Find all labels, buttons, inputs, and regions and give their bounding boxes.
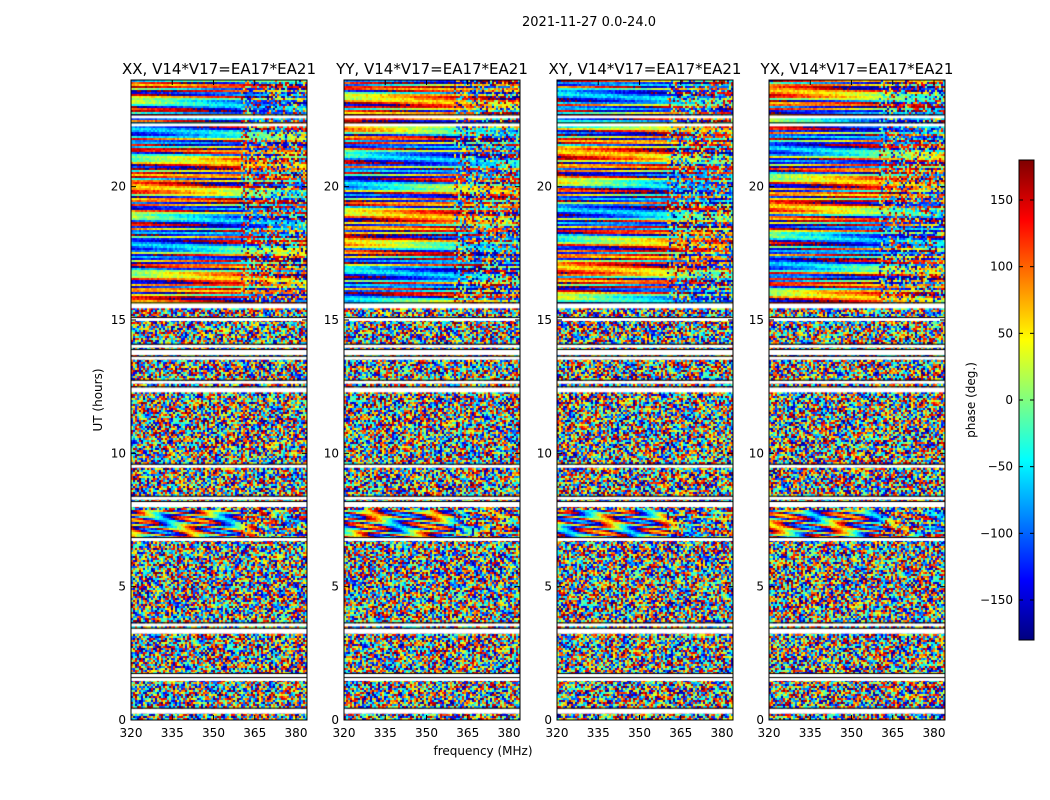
panel-frame-1 [343,79,521,721]
colorbar-label: phase (deg.) [964,362,978,438]
y-tick-label: 15 [111,313,126,327]
x-tick-label: 365 [669,726,692,740]
x-tick-label: 320 [120,726,143,740]
x-tick-label: 380 [923,726,946,740]
x-tick-label: 350 [415,726,438,740]
x-tick-label: 335 [161,726,184,740]
panel-frame-3 [768,79,946,721]
colorbar-tick-label: 100 [990,260,1013,274]
y-axis-label: UT (hours) [91,368,105,431]
x-tick-label: 320 [333,726,356,740]
colorbar-tick-label: 0 [1005,393,1013,407]
colorbar-tick-label: 50 [998,326,1013,340]
heatmap-image-1 [344,80,520,720]
x-tick-label: 350 [202,726,225,740]
y-tick-label: 10 [324,446,339,460]
y-tick-label: 0 [331,713,339,727]
y-tick-label: 0 [118,713,126,727]
y-tick-label: 20 [111,180,126,194]
panel-3: YX, V14*V17=EA17*EA21 320 335 350 365 380 0 5 10… [749,60,954,740]
heatmap-image-2 [557,80,733,720]
heatmap-image-3 [769,80,945,720]
y-tick-label: 15 [749,313,764,327]
y-tick-label: 20 [324,180,339,194]
x-tick-label: 350 [840,726,863,740]
panel-title-2: XY, V14*V17=EA17*EA21 [549,60,742,78]
x-tick-label: 335 [374,726,397,740]
panels-group: XX, V14*V17=EA17*EA21 320 335 350 365 380 0 5 10… [111,60,954,740]
x-tick-label: 350 [628,726,651,740]
y-tick-label: 5 [118,580,126,594]
y-tick-label: 10 [111,446,126,460]
x-tick-label: 380 [285,726,308,740]
y-tick-label: 0 [756,713,764,727]
y-tick-label: 5 [544,580,552,594]
y-tick-label: 5 [756,580,764,594]
x-tick-label: 320 [758,726,781,740]
x-tick-label: 335 [587,726,610,740]
y-tick-label: 15 [324,313,339,327]
colorbar-tick-label: 150 [990,193,1013,207]
x-tick-label: 320 [546,726,569,740]
panel-title-3: YX, V14*V17=EA17*EA21 [760,60,954,78]
y-tick-label: 20 [749,180,764,194]
x-axis-label: frequency (MHz) [433,744,532,758]
panel-title-0: XX, V14*V17=EA17*EA21 [122,60,316,78]
colorbar-tick-label: −150 [980,593,1013,607]
y-tick-label: 20 [537,180,552,194]
panel-title-1: YY, V14*V17=EA17*EA21 [335,60,528,78]
y-tick-label: 5 [331,580,339,594]
heatmap-image-0 [131,80,307,720]
figure-suptitle: 2021-11-27 0.0-24.0 [522,15,656,30]
panel-1: YY, V14*V17=EA17*EA21 320 335 350 365 380 0 5 10… [324,60,528,740]
panel-2: XY, V14*V17=EA17*EA21 320 335 350 365 380 0 5 10… [537,60,742,740]
x-tick-label: 335 [799,726,822,740]
colorbar-tick-label: −50 [988,460,1013,474]
panel-frame-0 [130,79,308,721]
x-tick-label: 380 [711,726,734,740]
colorbar-tick-label: −100 [980,526,1013,540]
x-tick-label: 365 [243,726,266,740]
x-tick-label: 380 [498,726,521,740]
y-tick-label: 0 [544,713,552,727]
panel-0: XX, V14*V17=EA17*EA21 320 335 350 365 380 0 5 10… [111,60,316,740]
y-tick-label: 15 [537,313,552,327]
x-tick-label: 365 [456,726,479,740]
x-tick-label: 365 [881,726,904,740]
panel-frame-2 [556,79,734,721]
colorbar: −150 −100 −50 0 50 100 150 [980,159,1035,641]
y-tick-label: 10 [537,446,552,460]
y-tick-label: 10 [749,446,764,460]
